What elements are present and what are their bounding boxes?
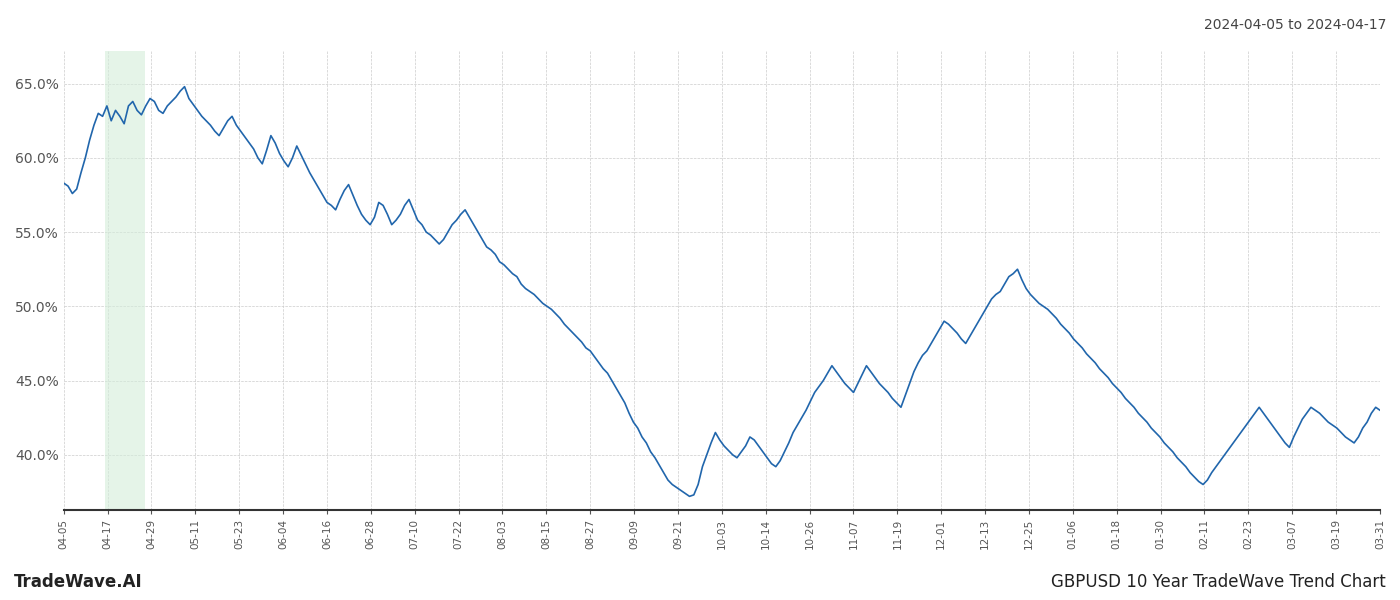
Text: 2024-04-05 to 2024-04-17: 2024-04-05 to 2024-04-17 bbox=[1204, 18, 1386, 32]
Text: GBPUSD 10 Year TradeWave Trend Chart: GBPUSD 10 Year TradeWave Trend Chart bbox=[1051, 573, 1386, 591]
Bar bbox=[105, 51, 146, 510]
Text: TradeWave.AI: TradeWave.AI bbox=[14, 573, 143, 591]
